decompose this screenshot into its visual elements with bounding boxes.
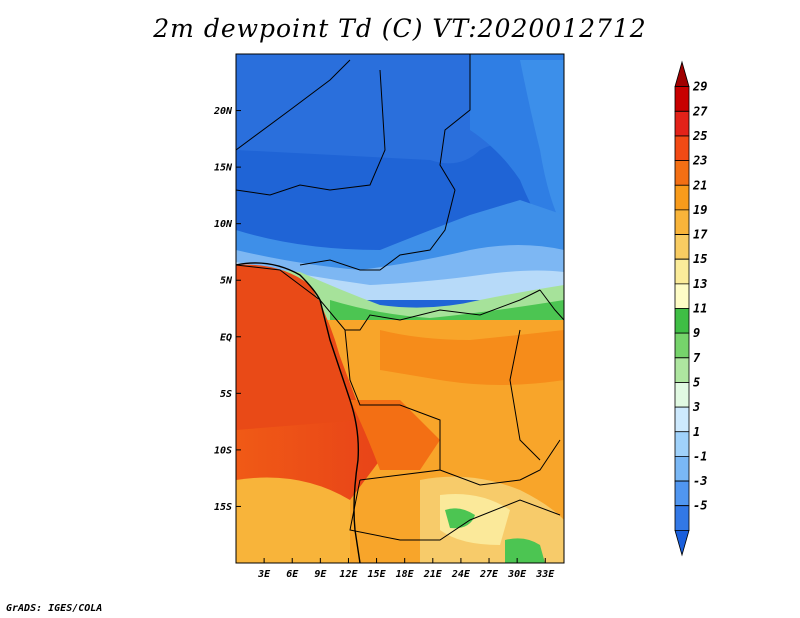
lat-tick-label: 20N — [213, 106, 233, 117]
lat-tick-label: 15N — [214, 163, 233, 174]
colorbar-label: 13 — [693, 277, 707, 291]
colorbar-label: 1 — [693, 425, 700, 439]
colorbar-segment — [674, 480, 690, 507]
colorbar-label: 21 — [692, 178, 707, 192]
latitude-axis: 20N 15N 10N 5N EQ 5S 10S 15S — [213, 106, 241, 513]
colorbar-label: 23 — [692, 154, 707, 168]
lat-tick-label: 5N — [220, 276, 233, 287]
colorbar-segment — [674, 308, 690, 334]
lon-tick-label: 30E — [507, 569, 527, 580]
colorbar: 29 27 25 23 21 19 17 15 13 11 9 7 5 3 1 -1 -3 -5 — [674, 60, 708, 557]
lat-tick-label: 10N — [214, 219, 233, 230]
colorbar-segment — [674, 160, 690, 186]
lat-tick-label: 5S — [220, 389, 232, 400]
colorbar-label: 3 — [692, 400, 700, 414]
map-frame — [235, 53, 565, 564]
colorbar-segment — [674, 357, 690, 383]
lon-tick-label: 9E — [314, 569, 327, 580]
colorbar-label: 9 — [693, 326, 700, 340]
lon-tick-label: 15E — [368, 569, 387, 580]
colorbar-segment — [674, 283, 690, 309]
colorbar-label: 29 — [692, 80, 707, 94]
lon-tick-label: 12E — [339, 569, 358, 580]
lon-tick-label: 18E — [396, 569, 415, 580]
colorbar-segment — [674, 86, 690, 112]
colorbar-segment — [674, 456, 690, 482]
lat-tick-label: EQ — [220, 332, 232, 343]
lon-tick-label: 27E — [479, 569, 499, 580]
colorbar-label: 7 — [693, 351, 701, 365]
colorbar-segment — [674, 234, 690, 260]
longitude-axis: 3E 6E 9E 12E 15E 18E 21E 24E 27E 30E 33E — [257, 558, 555, 580]
colorbar-label: -1 — [693, 449, 707, 463]
colorbar-label: -3 — [693, 474, 707, 488]
colorbar-segment — [674, 332, 690, 359]
colorbar-segment — [674, 406, 690, 433]
lon-tick-label: 33E — [535, 569, 555, 580]
colorbar-segment — [674, 184, 690, 211]
colorbar-label: 17 — [693, 228, 708, 242]
page-title: 2m dewpoint Td (C) VT:2020012712 — [153, 14, 647, 43]
colorbar-segment — [674, 135, 690, 161]
lat-tick-label: 10S — [214, 445, 232, 456]
colorbar-segment — [674, 382, 690, 408]
colorbar-segment — [674, 209, 690, 235]
lon-tick-label: 21E — [423, 569, 443, 580]
colorbar-label: 11 — [693, 302, 707, 316]
colorbar-label: 27 — [692, 104, 708, 118]
lon-tick-label: 6E — [286, 569, 299, 580]
colorbar-segment — [674, 60, 690, 88]
colorbar-segment — [674, 431, 690, 457]
colorbar-label: 5 — [693, 375, 700, 389]
grads-credit: GrADS: IGES/COLA — [6, 603, 103, 614]
colorbar-segment — [674, 505, 690, 531]
colorbar-segment — [674, 110, 690, 137]
lon-tick-label: 24E — [451, 569, 471, 580]
colorbar-segment — [674, 529, 690, 557]
colorbar-label: 19 — [693, 203, 707, 217]
lat-tick-label: 15S — [214, 502, 232, 513]
lon-tick-label: 3E — [257, 569, 271, 580]
colorbar-label: -5 — [693, 499, 707, 513]
colorbar-segment — [674, 258, 690, 285]
dewpoint-field — [236, 54, 564, 563]
colorbar-label: 25 — [692, 129, 707, 143]
colorbar-label: 15 — [693, 252, 707, 266]
